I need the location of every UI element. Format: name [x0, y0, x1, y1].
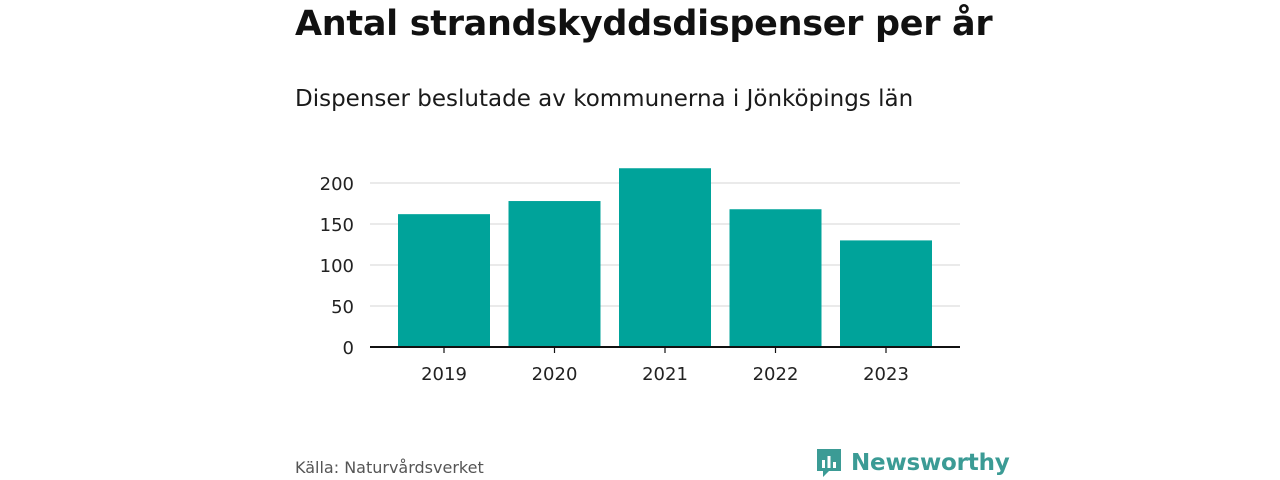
bar-2021	[619, 168, 711, 347]
bar-2020	[508, 201, 601, 347]
y-tick-label-200: 200	[320, 174, 354, 195]
y-tick-label-50: 50	[331, 297, 354, 318]
y-tick-label-150: 150	[320, 215, 354, 236]
source-note: Källa: Naturvårdsverket	[295, 458, 484, 477]
x-tick-label-2023: 2023	[863, 364, 909, 385]
bar-2019	[398, 214, 490, 347]
x-tick-label-2019: 2019	[421, 364, 467, 385]
newsworthy-logo-icon	[817, 449, 841, 477]
bar-2023	[840, 240, 932, 347]
brand-name: Newsworthy	[851, 450, 1010, 476]
brand-logo: Newsworthy	[815, 447, 1010, 479]
x-tick-label-2022: 2022	[753, 364, 799, 385]
y-tick-label-100: 100	[320, 256, 354, 277]
bar-2022	[729, 209, 822, 347]
chart-title: Antal strandskyddsdispenser per år	[295, 4, 993, 44]
chart-subtitle: Dispenser beslutade av kommunerna i Jönk…	[295, 86, 914, 112]
x-tick-label-2020: 2020	[532, 364, 578, 385]
y-tick-label-0: 0	[343, 338, 354, 359]
x-tick-label-2021: 2021	[642, 364, 688, 385]
